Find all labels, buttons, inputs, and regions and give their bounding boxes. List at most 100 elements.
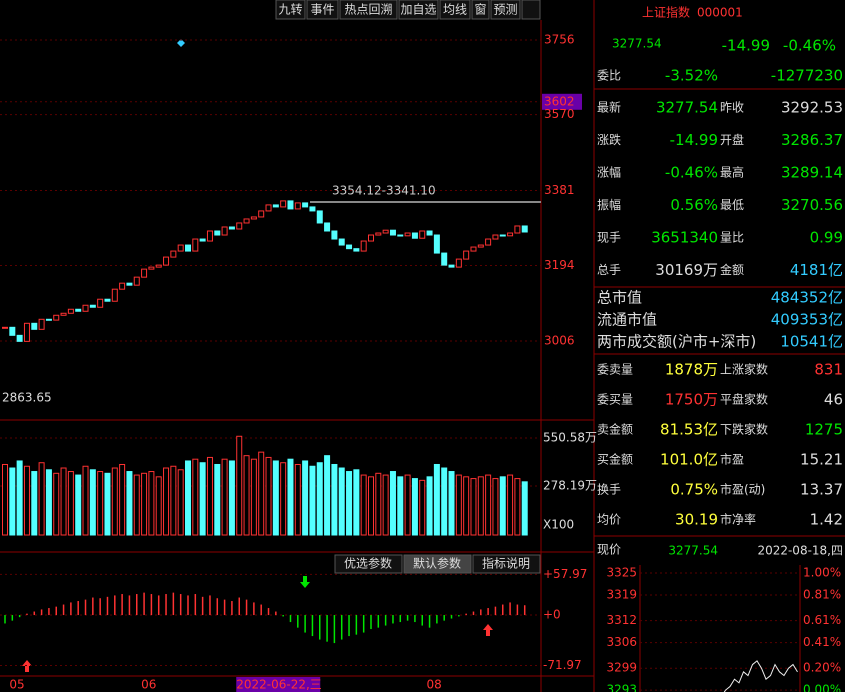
pct-tick-label: 0.20% (803, 661, 841, 675)
candle (31, 322, 38, 330)
date-label: 06 (141, 678, 156, 692)
label: 最低 (720, 198, 744, 212)
candle (2, 326, 8, 329)
candle (38, 318, 45, 330)
indicator-button-label[interactable]: 默认参数 (413, 556, 461, 571)
toolbar-button[interactable] (521, 0, 541, 20)
y-tick-label: 550.58万 (543, 430, 597, 444)
volume-bar (492, 478, 499, 536)
volume-bar (97, 471, 104, 536)
toolbar-label[interactable]: 事件 (310, 3, 334, 17)
volume-bar (426, 476, 433, 536)
candle (272, 204, 279, 208)
value: 3286.37 (781, 131, 843, 149)
date-highlight (236, 677, 321, 692)
value: 484352亿 (771, 289, 843, 307)
label: 市盈(动) (720, 482, 765, 497)
toolbar-button[interactable] (339, 0, 398, 20)
pct-tick-label: 0.00% (803, 683, 841, 692)
value: 409353亿 (771, 311, 843, 329)
value: 3292.53 (781, 99, 843, 117)
toolbar-button[interactable] (490, 0, 521, 20)
candle (97, 298, 104, 308)
label: 两市成交额(沪市+深市) (597, 333, 756, 351)
toolbar-label[interactable]: 热点回溯 (344, 2, 392, 17)
volume-bar (441, 467, 448, 536)
value: 4181亿 (790, 261, 843, 279)
range-label: 3354.12-3341.10 (332, 184, 436, 198)
label: 涨跌 (597, 132, 621, 147)
toolbar-label[interactable]: 预测 (493, 3, 517, 17)
toolbar-label[interactable]: 窗 (474, 3, 486, 17)
value: 10541亿 (780, 333, 843, 351)
volume-bar (111, 467, 118, 536)
volume-bar (360, 474, 367, 536)
candle (133, 276, 140, 286)
candle (221, 226, 228, 236)
volume-bar (53, 472, 60, 536)
volume-bar (368, 476, 374, 536)
indicator-button[interactable] (472, 554, 541, 574)
candle (463, 250, 470, 260)
volume-bar (485, 474, 492, 536)
label: 涨幅 (597, 165, 621, 180)
volume-bar (126, 471, 133, 536)
candle (404, 232, 411, 237)
candle (148, 266, 155, 270)
value: -1277230 (771, 67, 843, 85)
volume-bar (463, 476, 470, 536)
intraday-line (723, 660, 798, 692)
toolbar-label[interactable]: 均线 (443, 3, 467, 17)
indicator-button[interactable] (334, 554, 403, 574)
candle (199, 238, 206, 242)
indicator-button-label[interactable]: 指标说明 (482, 556, 530, 571)
candle (214, 230, 221, 236)
toolbar-button[interactable] (471, 0, 490, 20)
label: 流通市值 (597, 311, 657, 329)
candle (141, 268, 148, 278)
candle (353, 248, 360, 252)
toolbar-button[interactable] (398, 0, 439, 20)
label: 市净率 (720, 512, 756, 527)
value: 0.56% (670, 196, 718, 214)
volume-bar (411, 478, 418, 536)
volume-bar (23, 465, 30, 536)
pct-tick-label: 0.41% (803, 635, 841, 649)
candle (287, 200, 294, 210)
candle (521, 225, 528, 233)
toolbar-button[interactable] (439, 0, 471, 20)
indicator-button[interactable] (403, 554, 472, 574)
date-label: 05 (9, 678, 24, 692)
label: 最新 (597, 100, 621, 115)
toolbar-label[interactable]: 加自选 (400, 3, 436, 17)
candle (316, 210, 323, 224)
value: 0.75% (670, 481, 718, 499)
volume-bar (316, 462, 323, 536)
y-tick-label: 3319 (606, 588, 637, 602)
candle (294, 202, 301, 210)
candle (338, 238, 345, 246)
volume-bar (375, 472, 382, 536)
volume-bar (199, 462, 206, 536)
volume-bar (67, 471, 74, 536)
y-tick-label: +57.97 (543, 567, 587, 581)
y-tick-label: +0 (543, 608, 561, 622)
value: 1750万 (665, 391, 718, 409)
label: 均价 (597, 513, 621, 527)
volume-bar (477, 476, 484, 536)
value: -14.99 (670, 131, 718, 149)
value: 1878万 (665, 361, 718, 379)
label: 平盘家数 (720, 392, 768, 407)
volume-bar (119, 463, 126, 536)
toolbar-button[interactable] (306, 0, 339, 20)
volume-bar (243, 455, 250, 536)
candle (346, 244, 353, 250)
candle (250, 216, 257, 220)
y-tick-label: 3756 (544, 32, 575, 46)
label: 现手 (597, 231, 621, 245)
toolbar-label[interactable]: 九转 (278, 2, 302, 17)
toolbar-button[interactable] (275, 0, 306, 20)
indicator-button-label[interactable]: 优选参数 (344, 556, 392, 571)
value: 3270.56 (781, 196, 843, 214)
volume-bar (507, 474, 514, 536)
